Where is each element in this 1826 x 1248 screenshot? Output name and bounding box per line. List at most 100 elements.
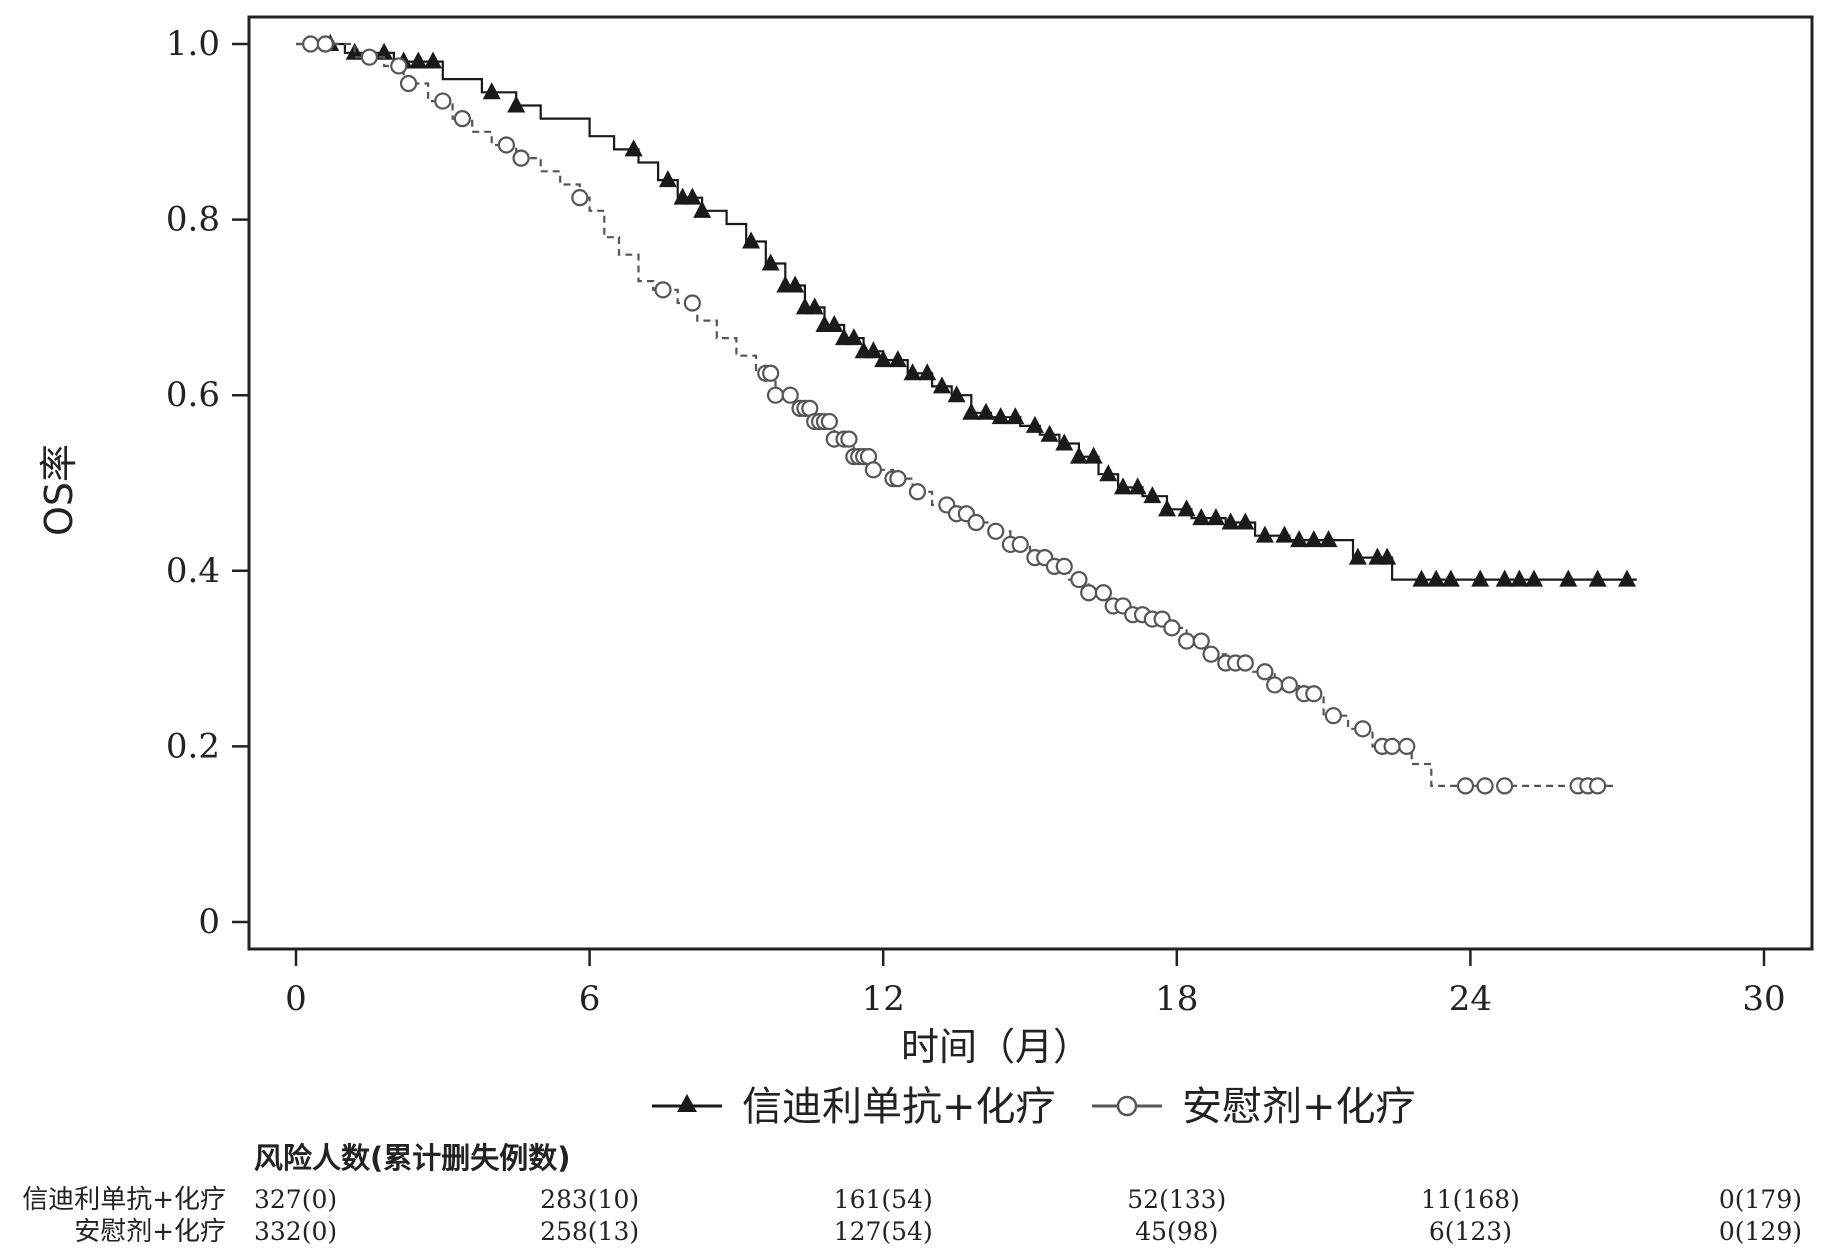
y-tick-label: 0.2	[166, 726, 220, 766]
censor-circle-marker	[1055, 557, 1073, 576]
censor-triangle-marker	[825, 314, 844, 332]
censor-triangle-marker	[1255, 525, 1274, 543]
risk-table-cell: 52(133)	[1127, 1185, 1226, 1214]
censor-circle-marker	[1163, 619, 1181, 637]
risk-table-cell: 11(168)	[1421, 1185, 1520, 1214]
censor-circle-marker	[316, 35, 334, 53]
censor-circle-marker	[1324, 707, 1342, 725]
risk-table-cell: 127(54)	[834, 1217, 933, 1246]
series-line-1	[296, 42, 1637, 581]
censor-triangle-marker	[1348, 547, 1367, 565]
censor-triangle-marker	[844, 328, 863, 346]
risk-row-label: 信迪利单抗+化疗	[22, 1185, 226, 1215]
y-axis: 0 0.2 0.4 0.6 0.8 1.0	[166, 24, 249, 942]
censor-triangle-marker	[1378, 547, 1397, 565]
risk-table-cell: 6(123)	[1429, 1217, 1512, 1246]
risk-table-cell: 0(129)	[1719, 1217, 1802, 1246]
censor-circle-marker	[497, 136, 516, 154]
x-axis-title: 时间（月）	[901, 1025, 1091, 1069]
censor-triangle-marker	[693, 200, 712, 218]
censor-circle-marker	[1354, 720, 1372, 738]
censor-triangle-marker	[1177, 499, 1196, 517]
series-layer	[296, 34, 1637, 795]
censor-circle-marker	[781, 386, 799, 404]
censor-triangle-marker	[1158, 499, 1177, 517]
censor-circle-marker	[1080, 584, 1098, 602]
censor-triangle-marker	[1206, 508, 1225, 526]
risk-table: 风险人数(累计删失例数) 信迪利单抗+化疗 安慰剂+化疗 327(0) 283(1…	[22, 1141, 1802, 1247]
censor-triangle-marker	[1128, 477, 1147, 495]
censor-triangle-marker	[864, 341, 883, 359]
x-axis: 0 6 12 18 24 30	[285, 949, 1786, 1019]
y-tick-label: 0.4	[166, 551, 220, 591]
y-tick-label: 0.6	[166, 375, 220, 415]
risk-table-cell: 327(0)	[254, 1185, 337, 1214]
y-tick-label: 0	[198, 902, 220, 942]
censor-circle-marker	[1266, 676, 1284, 694]
censor-triangle-marker	[424, 51, 443, 69]
censor-circle-marker	[762, 364, 780, 382]
censor-triangle-marker	[1510, 569, 1529, 587]
censor-triangle-marker	[1412, 569, 1431, 587]
censor-circle-marker	[1456, 777, 1475, 795]
series-line-2	[296, 42, 1618, 787]
censor-circle-marker	[864, 461, 883, 479]
censor-triangle-marker	[874, 350, 893, 368]
risk-values: 327(0) 283(10) 161(54) 52(133) 11(168) 0(179)…	[254, 1185, 1802, 1246]
censor-triangle-marker	[507, 95, 526, 113]
y-axis-title: OS率	[37, 444, 81, 536]
censor-triangle-marker	[683, 187, 702, 205]
censor-circle-marker	[840, 430, 858, 448]
censor-triangle-marker	[1055, 433, 1074, 451]
censor-circle-marker	[987, 522, 1005, 540]
risk-table-cell: 332(0)	[254, 1217, 337, 1246]
censor-triangle-marker	[1221, 512, 1240, 530]
censor-circle-marker	[1398, 737, 1416, 756]
censor-circle-marker	[766, 386, 785, 404]
censor-circle-marker	[683, 294, 701, 312]
censor-triangle-marker	[1006, 407, 1025, 425]
y-tick-label: 1.0	[166, 24, 220, 64]
censor-circle-marker	[1192, 632, 1210, 650]
censor-triangle-marker	[1495, 569, 1514, 587]
censor-triangle-marker	[1319, 530, 1338, 548]
censor-circle-marker	[889, 470, 907, 488]
censor-triangle-marker	[1525, 569, 1544, 587]
censor-circle-marker	[1589, 777, 1607, 795]
censor-triangle-marker	[1559, 569, 1578, 587]
censor-circle-marker	[1383, 737, 1401, 756]
censor-circle-marker	[360, 48, 378, 66]
censor-triangle-marker	[1025, 415, 1044, 433]
censor-triangle-marker	[624, 139, 643, 157]
censor-circle-marker	[1256, 663, 1274, 681]
risk-table-cell: 161(54)	[834, 1185, 933, 1214]
x-tick-label: 18	[1155, 979, 1198, 1019]
censor-circle-marker	[1011, 535, 1029, 554]
censor-circle-marker	[1094, 584, 1113, 602]
x-tick-label: 24	[1449, 979, 1492, 1019]
censor-circle-marker	[908, 483, 927, 501]
risk-table-cell: 45(98)	[1135, 1217, 1218, 1246]
legend: 信迪利单抗+化疗 安慰剂+化疗	[652, 1084, 1416, 1130]
censor-circle-marker	[820, 412, 838, 431]
censor-triangle-marker	[932, 376, 951, 394]
censor-triangle-marker	[1192, 508, 1211, 526]
x-tick-label: 6	[579, 979, 601, 1019]
censor-triangle-marker	[1084, 446, 1103, 464]
legend-label-series-1: 信迪利单抗+化疗	[742, 1084, 1056, 1130]
x-tick-label: 30	[1742, 979, 1785, 1019]
censor-triangle-marker	[1069, 446, 1088, 464]
censor-circle-marker	[1177, 632, 1196, 650]
y-tick-label: 0.8	[166, 200, 220, 240]
censor-triangle-marker	[1113, 477, 1132, 495]
censor-triangle-marker	[1275, 525, 1294, 543]
censor-triangle-marker	[1290, 530, 1309, 548]
censor-triangle-marker	[976, 402, 995, 420]
censor-circle-marker	[654, 281, 672, 299]
censor-triangle-marker	[658, 170, 677, 188]
censor-triangle-marker	[918, 363, 937, 381]
censor-circle-marker	[302, 35, 320, 53]
censor-circle-marker	[1070, 570, 1088, 589]
censor-triangle-marker	[1588, 569, 1607, 587]
legend-label-series-2: 安慰剂+化疗	[1182, 1084, 1416, 1130]
